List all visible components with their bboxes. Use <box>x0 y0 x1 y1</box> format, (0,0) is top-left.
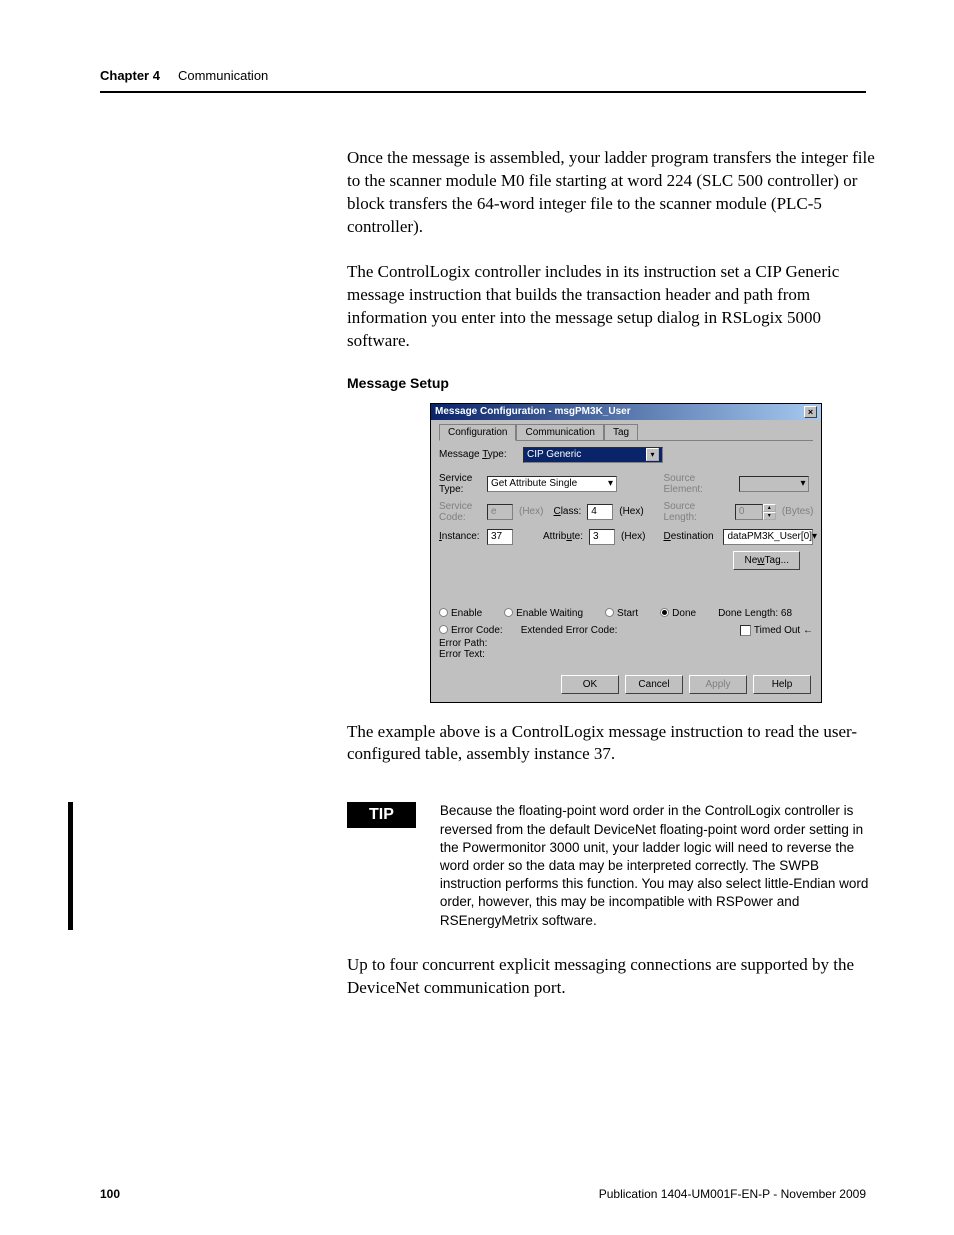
message-type-value: CIP Generic <box>527 449 581 460</box>
publication-info: Publication 1404-UM001F-EN-P - November … <box>599 1187 866 1201</box>
dialog-tabs: Configuration Communication Tag <box>439 424 813 441</box>
status-done-length: Done Length: 68 <box>718 608 792 619</box>
tab-tag[interactable]: Tag <box>604 424 638 440</box>
class-label: Class: <box>553 506 581 517</box>
page-header: Chapter 4 Communication <box>100 68 866 83</box>
tip-sidebar-rule <box>68 802 73 930</box>
apply-button[interactable]: Apply <box>689 675 747 694</box>
source-length-label: Source Length: <box>663 501 728 523</box>
spin-down-icon: ▾ <box>763 512 776 520</box>
message-type-select[interactable]: CIP Generic ▾ <box>523 447 663 463</box>
paragraph-3: The example above is a ControlLogix mess… <box>347 721 882 767</box>
status-error-text: Error Text: <box>439 649 813 660</box>
page-number: 100 <box>100 1187 120 1201</box>
hex-label-2: (Hex) <box>619 506 643 517</box>
new-tag-button[interactable]: New Tag... <box>733 551 800 570</box>
status-enable: Enable <box>439 608 482 619</box>
tip-badge: TIP <box>347 802 416 828</box>
hex-label-1: (Hex) <box>519 506 543 517</box>
paragraph-2: The ControlLogix controller includes in … <box>347 261 882 353</box>
spin-up-icon: ▴ <box>763 504 776 512</box>
paragraph-1: Once the message is assembled, your ladd… <box>347 147 882 239</box>
close-icon[interactable]: × <box>804 406 817 418</box>
cancel-button[interactable]: Cancel <box>625 675 683 694</box>
destination-value: dataPM3K_User[0] <box>727 531 812 542</box>
status-start: Start <box>605 608 638 619</box>
dialog-title-text: Message Configuration - msgPM3K_User <box>435 406 631 417</box>
instance-field[interactable]: 37 <box>487 529 513 545</box>
chapter-label: Chapter 4 <box>100 68 160 83</box>
tab-configuration[interactable]: Configuration <box>439 424 516 441</box>
status-done: Done <box>660 608 696 619</box>
paragraph-4: Up to four concurrent explicit messaging… <box>347 954 882 1000</box>
tip-block: TIP Because the floating-point word orde… <box>347 802 882 930</box>
status-timed-out: Timed Out ← <box>740 625 813 636</box>
source-length-field: 0 <box>735 504 763 520</box>
dialog-titlebar[interactable]: Message Configuration - msgPM3K_User × <box>431 404 821 420</box>
service-type-label: Service Type: <box>439 473 481 495</box>
chevron-down-icon: ▾ <box>800 478 805 489</box>
hex-label-3: (Hex) <box>621 531 645 542</box>
status-error-code: Error Code: <box>439 625 503 636</box>
attribute-label: Attribute: <box>543 531 583 542</box>
tab-communication[interactable]: Communication <box>516 424 603 440</box>
status-enable-waiting: Enable Waiting <box>504 608 583 619</box>
destination-select[interactable]: dataPM3K_User[0] ▾ <box>723 529 813 545</box>
service-type-value: Get Attribute Single <box>491 478 577 489</box>
service-type-select[interactable]: Get Attribute Single ▾ <box>487 476 617 492</box>
message-setup-heading: Message Setup <box>347 375 866 391</box>
chapter-title: Communication <box>178 68 268 83</box>
service-code-field: e <box>487 504 513 520</box>
bytes-label: (Bytes) <box>782 506 814 517</box>
chevron-down-icon: ▾ <box>608 478 613 489</box>
chevron-down-icon: ▾ <box>812 531 817 542</box>
source-length-spinner: 0 ▴▾ <box>735 504 776 520</box>
message-type-label: Message Type: <box>439 449 517 460</box>
header-rule <box>100 91 866 93</box>
status-ext-error: Extended Error Code: <box>521 625 618 636</box>
source-element-label: Source Element: <box>663 473 733 495</box>
source-element-select: ▾ <box>739 476 809 492</box>
message-config-dialog: Message Configuration - msgPM3K_User × C… <box>430 403 822 703</box>
help-button[interactable]: Help <box>753 675 811 694</box>
attribute-field[interactable]: 3 <box>589 529 615 545</box>
instance-label: Instance: <box>439 531 481 542</box>
page-footer: 100 Publication 1404-UM001F-EN-P - Novem… <box>100 1187 866 1201</box>
tip-text: Because the floating-point word order in… <box>440 802 882 930</box>
destination-label: Destination <box>663 531 717 542</box>
chevron-down-icon: ▾ <box>646 448 659 461</box>
ok-button[interactable]: OK <box>561 675 619 694</box>
service-code-label: Service Code: <box>439 501 481 523</box>
class-field[interactable]: 4 <box>587 504 613 520</box>
status-error-path: Error Path: <box>439 638 813 649</box>
